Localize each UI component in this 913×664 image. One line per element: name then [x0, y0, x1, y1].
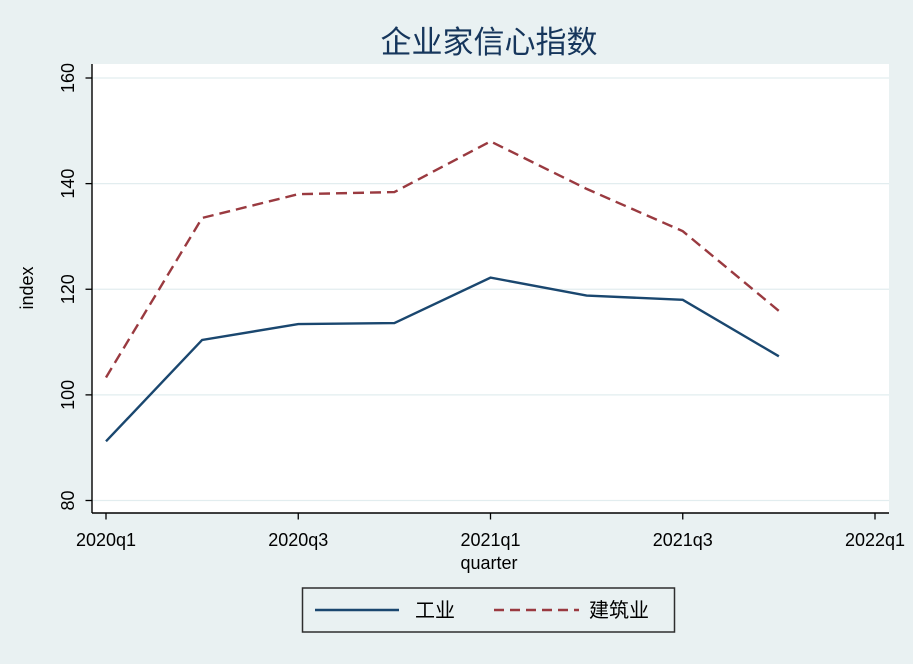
x-tick-label-2021q3: 2021q3	[653, 530, 713, 550]
y-tick-label-160: 160	[58, 63, 78, 93]
series-line-industry	[105, 276, 780, 443]
legend-box	[301, 587, 676, 633]
legend: 工业 建筑业	[301, 587, 676, 633]
series-layer	[104, 140, 780, 443]
grid-layer	[92, 77, 889, 502]
y-tick-label-140: 140	[58, 169, 78, 199]
x-tick-label-2022q1: 2022q1	[845, 530, 905, 550]
x-axis-title: quarter	[460, 553, 517, 573]
y-tick-label-80: 80	[58, 490, 78, 510]
y-tick-label-100: 100	[58, 380, 78, 410]
chart-title: 企业家信心指数	[381, 25, 598, 60]
series-line-construction	[104, 140, 780, 379]
legend-label-construction: 建筑业	[589, 599, 649, 622]
x-tick-label-2020q1: 2020q1	[76, 530, 136, 550]
plot-area	[92, 64, 889, 513]
x-tick-label-2020q3: 2020q3	[268, 530, 328, 550]
legend-label-industry: 工业	[415, 599, 455, 622]
axis-layer: 80 100 120 140 160 2020q1 2020q3 2021q1 2021q3 20…	[58, 63, 905, 550]
y-axis-title: index	[17, 266, 37, 309]
y-tick-label-120: 120	[58, 274, 78, 304]
x-tick-label-2021q1: 2021q1	[460, 530, 520, 550]
